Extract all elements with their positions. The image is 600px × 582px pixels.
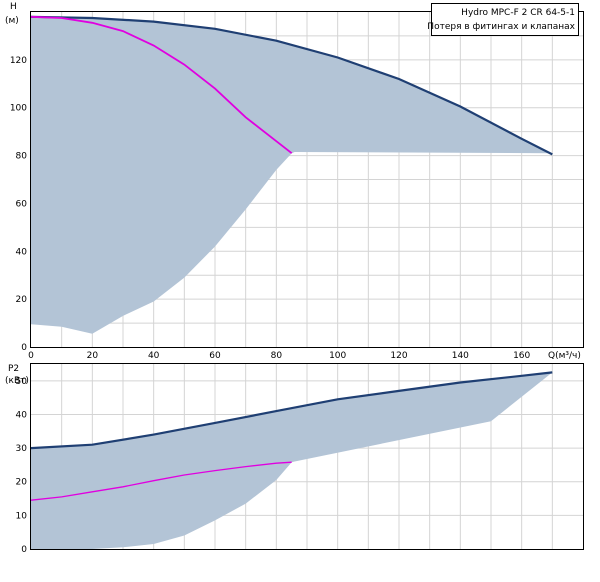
y-tick-label: 0 <box>21 343 27 353</box>
y-tick-label: 100 <box>10 104 27 114</box>
power-max-curve <box>30 371 553 450</box>
legend-subtitle: Потеря в фитингах и клапанах <box>427 22 575 32</box>
power-envelope-area <box>31 372 553 549</box>
y-tick-label: 40 <box>16 247 28 257</box>
power-plot-frame <box>30 363 584 550</box>
head-y-axis-unit: (м) <box>5 16 19 26</box>
y-tick-label: 60 <box>16 199 28 209</box>
y-tick-label: 20 <box>16 478 28 488</box>
power-y-tick-labels: 0 10 20 30 40 50 <box>16 377 28 555</box>
y-tick-label: 40 <box>16 410 28 420</box>
legend-box <box>431 3 579 36</box>
head-plot-frame <box>30 11 584 348</box>
y-tick-label: 10 <box>16 511 28 521</box>
power-operating-curve <box>30 461 292 501</box>
power-y-axis-label: P2 <box>8 364 19 374</box>
head-max-curve <box>30 15 553 156</box>
x-tick-label: 20 <box>87 351 99 361</box>
y-tick-label: 50 <box>16 377 28 387</box>
head-y-axis-label: H <box>10 2 17 12</box>
y-tick-label: 120 <box>10 56 27 66</box>
x-tick-label: 140 <box>452 351 469 361</box>
x-tick-label: 60 <box>209 351 221 361</box>
x-tick-label: 80 <box>271 351 283 361</box>
x-tick-label: 160 <box>513 351 530 361</box>
y-tick-label: 30 <box>16 444 28 454</box>
head-y-tick-labels: 0 20 40 60 80 100 120 <box>10 56 27 353</box>
x-tick-label: 120 <box>390 351 407 361</box>
head-envelope-area <box>31 16 553 334</box>
x-tick-label: 40 <box>148 351 160 361</box>
power-y-axis-unit: (кВт) <box>5 376 29 386</box>
x-axis-label: Q(м³/ч) <box>548 351 581 361</box>
x-tick-label: 0 <box>28 351 34 361</box>
y-tick-label: 20 <box>16 295 28 305</box>
head-x-tick-labels: 0 20 40 60 80 100 120 140 160 <box>28 351 530 361</box>
y-tick-label: 0 <box>21 545 27 555</box>
x-tick-label: 100 <box>329 351 346 361</box>
y-tick-label: 80 <box>16 152 28 162</box>
legend-title: Hydro MPC-F 2 CR 64-5-1 <box>461 8 575 18</box>
head-operating-curve <box>30 15 293 154</box>
